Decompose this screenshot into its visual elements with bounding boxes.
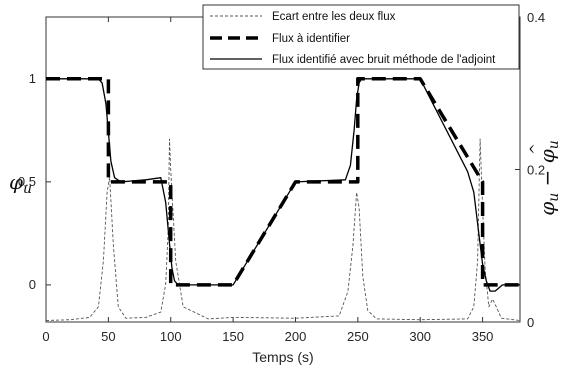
legend-label-flux-identifier: Flux à identifier [272, 33, 350, 45]
y-right-tick-label: 0 [527, 315, 534, 330]
legend-label-flux-identifie: Flux identifié avec bruit méthode de l'a… [272, 54, 496, 66]
y-axis-right-label: φu − φu ^ [528, 140, 562, 216]
x-tick-label: 150 [222, 329, 244, 344]
legend: Ecart entre les deux flux Flux à identif… [202, 4, 520, 70]
x-tick-label: 0 [42, 329, 49, 344]
series-layer [45, 77, 521, 321]
x-tick-label: 100 [160, 329, 182, 344]
x-tick-label: 200 [285, 329, 307, 344]
y-right-tick-label: 0.2 [527, 163, 545, 178]
x-tick-label: 50 [101, 329, 115, 344]
x-tick-label: 350 [472, 329, 494, 344]
svg-text:^: ^ [528, 143, 544, 155]
x-tick-label: 250 [347, 329, 369, 344]
x-axis-label: Temps (s) [252, 349, 313, 365]
series-line-1 [45, 138, 521, 321]
y-left-tick-label: 0.5 [18, 174, 36, 189]
y-left-tick-label: 1 [29, 71, 36, 86]
y-axis-right: 0 0.2 0.4 [515, 10, 545, 330]
y-right-tick-label: 0.4 [527, 10, 545, 25]
x-tick-label: 300 [409, 329, 431, 344]
svg-text:φu − φu: φu − φu [535, 140, 562, 216]
series-line-3 [46, 78, 520, 292]
y-left-tick-label: 0 [29, 277, 36, 292]
legend-label-ecart: Ecart entre les deux flux [272, 11, 396, 23]
